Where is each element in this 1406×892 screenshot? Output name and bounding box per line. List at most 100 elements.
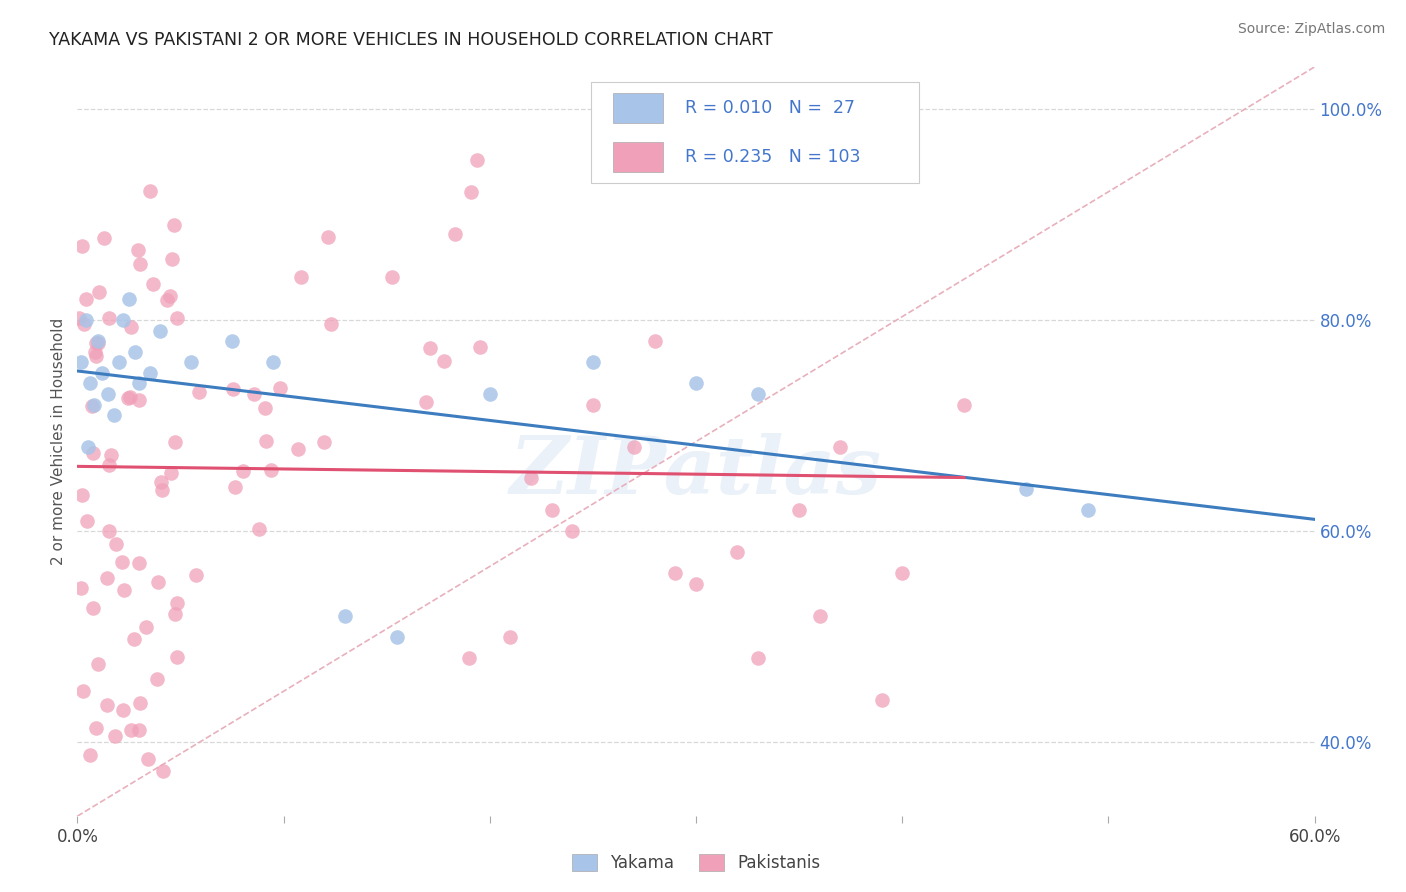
Point [725,545,748,559]
Point [290,270,312,285]
Point [150,483,173,497]
Point [111,313,134,327]
Point [86,722,108,736]
Point [188,385,211,400]
Point [120,320,142,334]
Point [830,440,852,454]
Point [118,292,141,306]
Point [163,218,186,232]
Legend: Yakama, Pakistanis: Yakama, Pakistanis [565,847,827,879]
Point [111,703,134,717]
Point [582,398,605,412]
Point [82,446,104,460]
Point [222,382,245,396]
Point [478,387,501,401]
Point [87,334,110,349]
Point [159,289,181,303]
Point [247,522,270,536]
Point [75,292,97,306]
Point [166,596,188,610]
Point [120,723,142,738]
Point [127,243,149,257]
Point [166,311,188,326]
Point [287,442,309,456]
Point [318,229,340,244]
Point [80,399,103,413]
Text: ZIPatlas: ZIPatlas [510,433,882,510]
Point [112,583,135,598]
Point [381,270,404,285]
Point [262,355,284,369]
Point [104,537,127,551]
Point [582,355,605,369]
Point [135,620,157,634]
Point [93,230,115,244]
Point [76,440,98,454]
Point [433,354,456,368]
Point [84,336,107,351]
Point [253,401,276,415]
Point [97,311,120,326]
Point [180,355,202,369]
Text: YAKAMA VS PAKISTANI 2 OR MORE VEHICLES IN HOUSEHOLD CORRELATION CHART: YAKAMA VS PAKISTANI 2 OR MORE VEHICLES I… [49,31,773,49]
Point [149,324,172,338]
Point [664,566,686,581]
Point [623,440,645,454]
Point [128,556,150,570]
Point [165,435,187,450]
Point [107,355,129,369]
FancyBboxPatch shape [591,82,918,183]
Text: R = 0.010   N =  27: R = 0.010 N = 27 [685,99,855,117]
Point [460,186,482,200]
Point [953,398,976,412]
Point [86,657,108,671]
Point [685,577,707,591]
Point [128,723,150,737]
Point [520,471,543,485]
FancyBboxPatch shape [613,142,662,172]
Point [120,390,142,404]
Point [142,277,165,292]
Y-axis label: 2 or more Vehicles in Household: 2 or more Vehicles in Household [51,318,66,566]
Point [84,345,107,359]
Point [139,184,162,198]
Point [470,340,492,354]
Point [243,387,266,401]
Point [162,252,184,266]
Point [98,524,121,539]
Point [129,257,152,271]
Point [79,748,101,763]
Point [1077,503,1099,517]
Text: R = 0.235   N = 103: R = 0.235 N = 103 [685,148,860,166]
Point [69,310,91,325]
Point [79,376,101,391]
Point [76,514,98,528]
Point [221,334,243,349]
Point [70,581,93,595]
Point [444,227,467,242]
Point [160,467,183,481]
Point [787,503,810,517]
Point [84,349,107,363]
Point [103,408,125,422]
Point [96,571,118,585]
Point [128,376,150,391]
Point [149,475,172,490]
Point [70,239,93,253]
Point [260,463,283,477]
Point [335,608,357,623]
FancyBboxPatch shape [613,93,662,123]
Point [165,607,187,621]
Point [319,317,342,331]
Point [117,391,139,405]
Point [129,696,152,710]
Point [870,693,893,707]
Point [540,503,562,517]
Point [87,335,110,350]
Point [72,683,94,698]
Point [458,651,481,665]
Point [70,488,93,502]
Point [312,435,335,450]
Point [467,153,489,168]
Point [747,387,769,401]
